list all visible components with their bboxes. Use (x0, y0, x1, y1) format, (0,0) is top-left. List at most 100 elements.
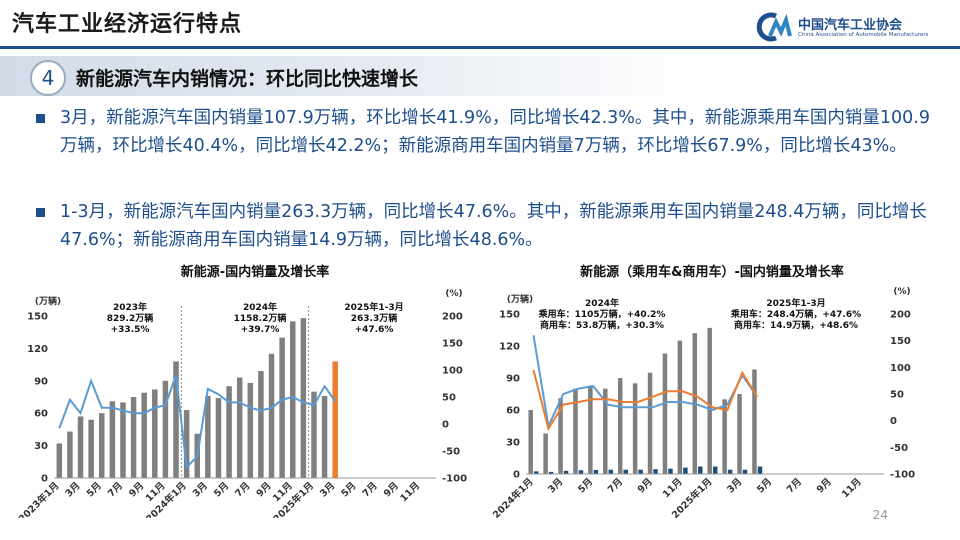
bar-secondary (668, 468, 673, 474)
y-tick-right: 50 (890, 390, 904, 401)
y-tick-left: 0 (41, 474, 48, 485)
x-tick-label: 5月 (576, 476, 595, 495)
y-tick-right: 100 (890, 363, 911, 374)
bar-primary (152, 389, 158, 478)
bar-primary (752, 369, 757, 474)
chart-annotation: 829.2万辆 (107, 312, 153, 324)
x-tick-label: 3月 (318, 480, 337, 499)
y-tick-right: 50 (442, 393, 456, 404)
page-title: 汽车工业经济运行特点 (12, 12, 243, 37)
x-tick-label: 9月 (815, 476, 834, 495)
bar-secondary (563, 470, 569, 474)
section-bar (0, 56, 700, 96)
bar-primary (109, 401, 116, 478)
bar-primary (247, 382, 254, 478)
bar-primary (677, 340, 683, 474)
x-tick-label: 9月 (636, 476, 655, 495)
bar-primary (290, 321, 296, 478)
y-tick-left: 120 (27, 344, 48, 355)
bar-secondary (698, 466, 703, 474)
y-tick-left: 60 (506, 406, 520, 417)
chart-annotation: 2024年 (585, 297, 619, 309)
y-tick-left: 90 (506, 374, 520, 385)
section-number: 4 (30, 60, 66, 96)
bar-secondary (683, 467, 688, 474)
y-tick-left: 0 (513, 470, 520, 481)
bar-secondary (712, 466, 718, 474)
bar-primary (120, 402, 126, 478)
bar-primary (662, 353, 668, 474)
y-tick-left: 150 (499, 310, 520, 321)
bar-primary (205, 395, 211, 478)
x-tick-label: 7月 (106, 480, 125, 499)
header-divider (0, 46, 960, 49)
y-tick-right: 0 (890, 416, 897, 427)
y-axis-right-label: (%) (445, 289, 462, 299)
x-tick-label: 2023年1月 (16, 480, 61, 518)
logo-en-text: China Association of Automobile Manufact… (798, 32, 929, 38)
bar-secondary (742, 469, 748, 474)
chart-annotation: 乘用车：248.4万辆，+47.6% (730, 308, 861, 320)
chart-annotation: +39.7% (241, 325, 280, 335)
bar-primary (588, 386, 593, 474)
chart-annotation: 2023年 (113, 301, 147, 313)
section-title: 新能源汽车内销情况：环比同比快速增长 (76, 68, 419, 90)
chart-annotation: 2025年1-3月 (766, 297, 825, 309)
y-tick-right: -50 (442, 447, 460, 458)
bar-primary (632, 383, 638, 474)
growth-rate-line (58, 375, 337, 470)
y-tick-right: 100 (442, 366, 463, 377)
bullet-text: 3月，新能源汽车国内销量107.9万辆，环比增长41.9%，同比增长42.3%。… (60, 108, 931, 156)
y-tick-right: -100 (442, 474, 467, 485)
x-tick-label: 7月 (606, 476, 625, 495)
growth-rate-line (532, 369, 759, 432)
bar-primary (647, 372, 653, 474)
bar-primary (236, 377, 243, 478)
bar-secondary (638, 469, 643, 474)
bar-secondary (578, 470, 584, 474)
logo: 中国汽车工业协会 China Association of Automobile… (754, 10, 934, 50)
bar-secondary (727, 469, 733, 474)
growth-rate-line (532, 335, 759, 430)
bullet-march: 3月，新能源汽车国内销量107.9万辆，环比增长41.9%，同比增长42.3%。… (32, 104, 932, 160)
bar-primary (737, 394, 742, 474)
chart-annotation: 2025年1-3月 (344, 301, 403, 313)
x-tick-label: 7月 (785, 476, 804, 495)
y-tick-right: 150 (442, 339, 463, 350)
chart-nev-pv-cv-svg: 新能源（乘用车&商用车）-国内销量及增长率 (万辆) (%) 0 30 60 90 120 15… (490, 264, 915, 521)
x-tick-label: 11月 (840, 476, 864, 500)
x-tick-label: 3月 (191, 480, 210, 499)
y-axis-left-label: (万辆) (35, 295, 61, 307)
y-tick-right: 150 (890, 336, 911, 347)
chart-title: 新能源-国内销量及增长率 (181, 264, 329, 280)
chart-title: 新能源（乘用车&商用车）-国内销量及增长率 (580, 264, 844, 280)
bar-primary (573, 388, 578, 474)
bar-primary (56, 443, 63, 478)
bullet-q1: 1-3月，新能源汽车国内销量263.3万辆，同比增长47.6%。其中，新能源乘用… (32, 198, 932, 254)
y-tick-left: 90 (34, 376, 48, 387)
bar-primary (722, 399, 727, 474)
bar-primary (268, 353, 275, 478)
chart-nev-domestic: 新能源-国内销量及增长率 (万辆) (%) 0 30 60 90 120 150 -100 -50 0… (10, 262, 480, 525)
x-tick-label: 7月 (233, 480, 252, 499)
x-tick-label: 11月 (661, 476, 685, 500)
bar-secondary (757, 466, 763, 474)
bar-primary (141, 392, 147, 478)
x-tick-label: 5月 (339, 480, 358, 499)
y-tick-right: -50 (890, 443, 908, 454)
bullet-square-icon (36, 208, 45, 217)
y-tick-left: 120 (499, 342, 520, 353)
x-tick-label: 5月 (755, 476, 774, 495)
bar-primary (558, 398, 563, 474)
y-tick-right: 0 (442, 420, 449, 431)
bar-secondary (653, 469, 658, 474)
x-tick-label: 2024年1月 (490, 476, 535, 518)
x-tick-label: 7月 (361, 480, 380, 499)
x-tick-label: 11月 (398, 480, 422, 504)
y-tick-left: 30 (506, 438, 520, 449)
bar-primary (321, 395, 328, 478)
chart-nev-pv-cv: 新能源（乘用车&商用车）-国内销量及增长率 (万辆) (%) 0 30 60 90 120 15… (486, 262, 950, 522)
chart-nev-domestic-svg: 新能源-国内销量及增长率 (万辆) (%) 0 30 60 90 120 150 -100 -50 0… (16, 264, 467, 525)
bar-primary (183, 409, 190, 478)
bar-primary (332, 361, 338, 478)
